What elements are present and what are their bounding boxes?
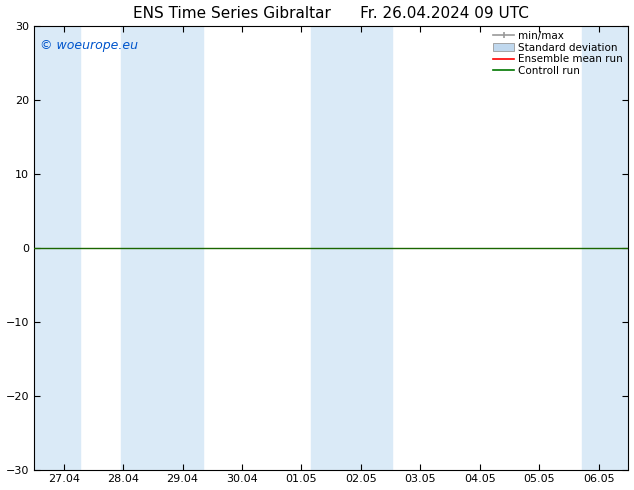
Bar [582, 26, 628, 469]
Legend: min/max, Standard deviation, Ensemble mean run, Controll run: min/max, Standard deviation, Ensemble me… [491, 29, 625, 78]
Bar [34, 26, 81, 469]
Text: © woeurope.eu: © woeurope.eu [40, 39, 138, 52]
Bar [311, 26, 351, 469]
Bar [121, 26, 162, 469]
Bar [162, 26, 203, 469]
Title: ENS Time Series Gibraltar      Fr. 26.04.2024 09 UTC: ENS Time Series Gibraltar Fr. 26.04.2024… [133, 5, 529, 21]
Bar [351, 26, 392, 469]
